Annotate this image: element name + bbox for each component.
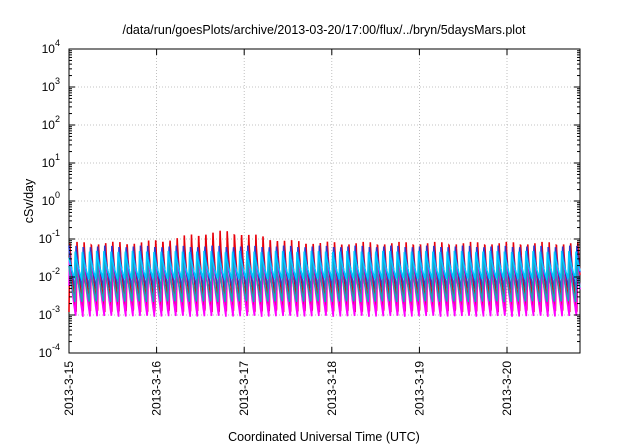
x-tick-label: 2013-3-18 xyxy=(325,361,339,416)
x-tick-label: 2013-3-17 xyxy=(237,361,251,416)
y-tick-exponent: 3 xyxy=(55,76,60,86)
y-axis-label: cSv/day xyxy=(22,178,36,223)
y-tick-label: 10-1 xyxy=(39,228,60,246)
y-tick-exponent: -3 xyxy=(52,304,60,314)
y-tick-exponent: 4 xyxy=(55,38,60,48)
y-tick-exponent: -2 xyxy=(52,266,60,276)
x-tick-label: 2013-3-16 xyxy=(150,361,164,416)
series-line xyxy=(68,250,581,282)
y-tick-label: 10-4 xyxy=(39,342,60,360)
axes: 10-410-310-210-11001011021031042013-3-15… xyxy=(39,38,580,416)
y-tick-label: 100 xyxy=(42,190,60,208)
y-tick-exponent: 0 xyxy=(55,190,60,200)
y-tick-label: 104 xyxy=(42,38,60,56)
y-tick-exponent: 1 xyxy=(55,152,60,162)
y-tick-exponent: 2 xyxy=(55,114,60,124)
series-group xyxy=(68,230,581,317)
y-tick-exponent: -4 xyxy=(52,342,60,352)
y-tick-exponent: -1 xyxy=(52,228,60,238)
y-tick-label: 103 xyxy=(42,76,60,94)
x-tick-label: 2013-3-15 xyxy=(62,361,76,416)
chart-title: /data/run/goesPlots/archive/2013-03-20/1… xyxy=(122,23,526,37)
y-tick-label: 102 xyxy=(42,114,60,132)
x-tick-label: 2013-3-19 xyxy=(412,361,426,416)
y-tick-label: 10-2 xyxy=(39,266,60,284)
y-tick-label: 101 xyxy=(42,152,60,170)
x-tick-label: 2013-3-20 xyxy=(500,361,514,416)
x-axis-label: Coordinated Universal Time (UTC) xyxy=(228,430,420,444)
y-tick-label: 10-3 xyxy=(39,304,60,322)
